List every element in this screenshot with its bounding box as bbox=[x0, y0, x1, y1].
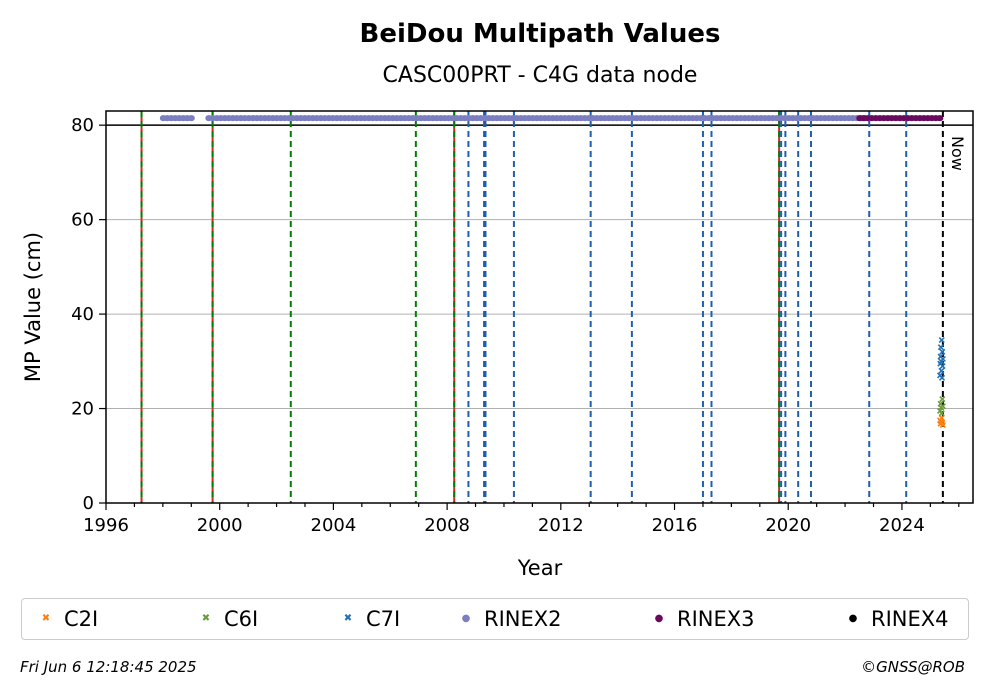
x-tick-label-2000: 2000 bbox=[197, 515, 243, 536]
x-tick-label-2008: 2008 bbox=[424, 515, 470, 536]
y-tick-label-40: 40 bbox=[71, 304, 94, 325]
legend-marker-rinex3: ● bbox=[654, 613, 664, 624]
event-lines bbox=[140, 111, 944, 503]
legend-label-rinex2: RINEX2 bbox=[484, 607, 562, 631]
x-tick-label-1996: 1996 bbox=[83, 515, 129, 536]
legend-label-rinex4: RINEX4 bbox=[871, 607, 949, 631]
y-tick-label-80: 80 bbox=[71, 115, 94, 136]
y-tick-label-20: 20 bbox=[71, 399, 94, 420]
chart-title: BeiDou Multipath Values bbox=[360, 19, 721, 49]
footer-timestamp: Fri Jun 6 12:18:45 2025 bbox=[20, 658, 197, 676]
legend-label-c2i: C2I bbox=[64, 607, 99, 631]
legend-label-c7i: C7I bbox=[366, 607, 401, 631]
grid-lines bbox=[106, 124, 973, 410]
series-c7i-point-9 bbox=[939, 362, 946, 370]
series-c7i-point-7 bbox=[938, 374, 946, 381]
chart-legend: ✖ C2I ✖ C6I ✖ C7I ● RINEX2 ● RINEX3 ● RI… bbox=[21, 598, 969, 640]
legend-marker-c6i: ✖ bbox=[201, 613, 211, 624]
legend-item-c2i: ✖ C2I bbox=[38, 599, 98, 639]
series-c6i-point-4 bbox=[939, 396, 946, 403]
legend-item-c7i: ✖ C7I bbox=[340, 599, 400, 639]
y-tick-label-60: 60 bbox=[71, 210, 94, 231]
x-tick-label-2012: 2012 bbox=[538, 515, 584, 536]
series-marks bbox=[159, 115, 946, 429]
y-axis-label: MP Value (cm) bbox=[21, 232, 45, 382]
now-label: Now bbox=[948, 136, 967, 171]
x-tick-label-2004: 2004 bbox=[311, 515, 357, 536]
series-c2i-point-5 bbox=[939, 422, 946, 429]
plot-frame bbox=[105, 110, 974, 504]
legend-marker-c2i: ✖ bbox=[41, 613, 51, 624]
legend-item-rinex2: ● RINEX2 bbox=[458, 599, 562, 639]
x-tick-label-2024: 2024 bbox=[879, 515, 925, 536]
chart-subtitle: CASC00PRT - C4G data node bbox=[383, 63, 698, 88]
series-c7i-point-8 bbox=[939, 348, 946, 355]
series-c6i-point-5 bbox=[939, 403, 946, 410]
legend-item-rinex4: ● RINEX4 bbox=[845, 599, 949, 639]
series-c7i-point-10 bbox=[939, 355, 946, 363]
footer-credit: ©GNSS@ROB bbox=[861, 658, 965, 676]
series-c2i-point-3 bbox=[938, 414, 945, 422]
legend-marker-rinex4: ● bbox=[848, 613, 858, 624]
series-c6i-point-3 bbox=[938, 410, 945, 417]
legend-marker-rinex2: ● bbox=[461, 613, 471, 624]
axes: 1996 2000 2004 2008 2012 2016 2020 2024 0 20 40 60 8… bbox=[71, 115, 960, 536]
legend-marker-c7i: ✖ bbox=[343, 613, 353, 624]
x-tick-label-2020: 2020 bbox=[765, 515, 811, 536]
series-c7i-point-6 bbox=[938, 336, 945, 344]
x-tick-label-2016: 2016 bbox=[652, 515, 698, 536]
legend-item-rinex3: ● RINEX3 bbox=[651, 599, 755, 639]
series-c7i-point-3 bbox=[937, 344, 944, 351]
y-tick-label-0: 0 bbox=[83, 493, 94, 514]
series-c7i-point-5 bbox=[938, 367, 945, 374]
legend-item-c6i: ✖ C6I bbox=[198, 599, 258, 639]
legend-label-c6i: C6I bbox=[224, 607, 259, 631]
x-axis-label: Year bbox=[517, 556, 563, 580]
legend-label-rinex3: RINEX3 bbox=[677, 607, 755, 631]
